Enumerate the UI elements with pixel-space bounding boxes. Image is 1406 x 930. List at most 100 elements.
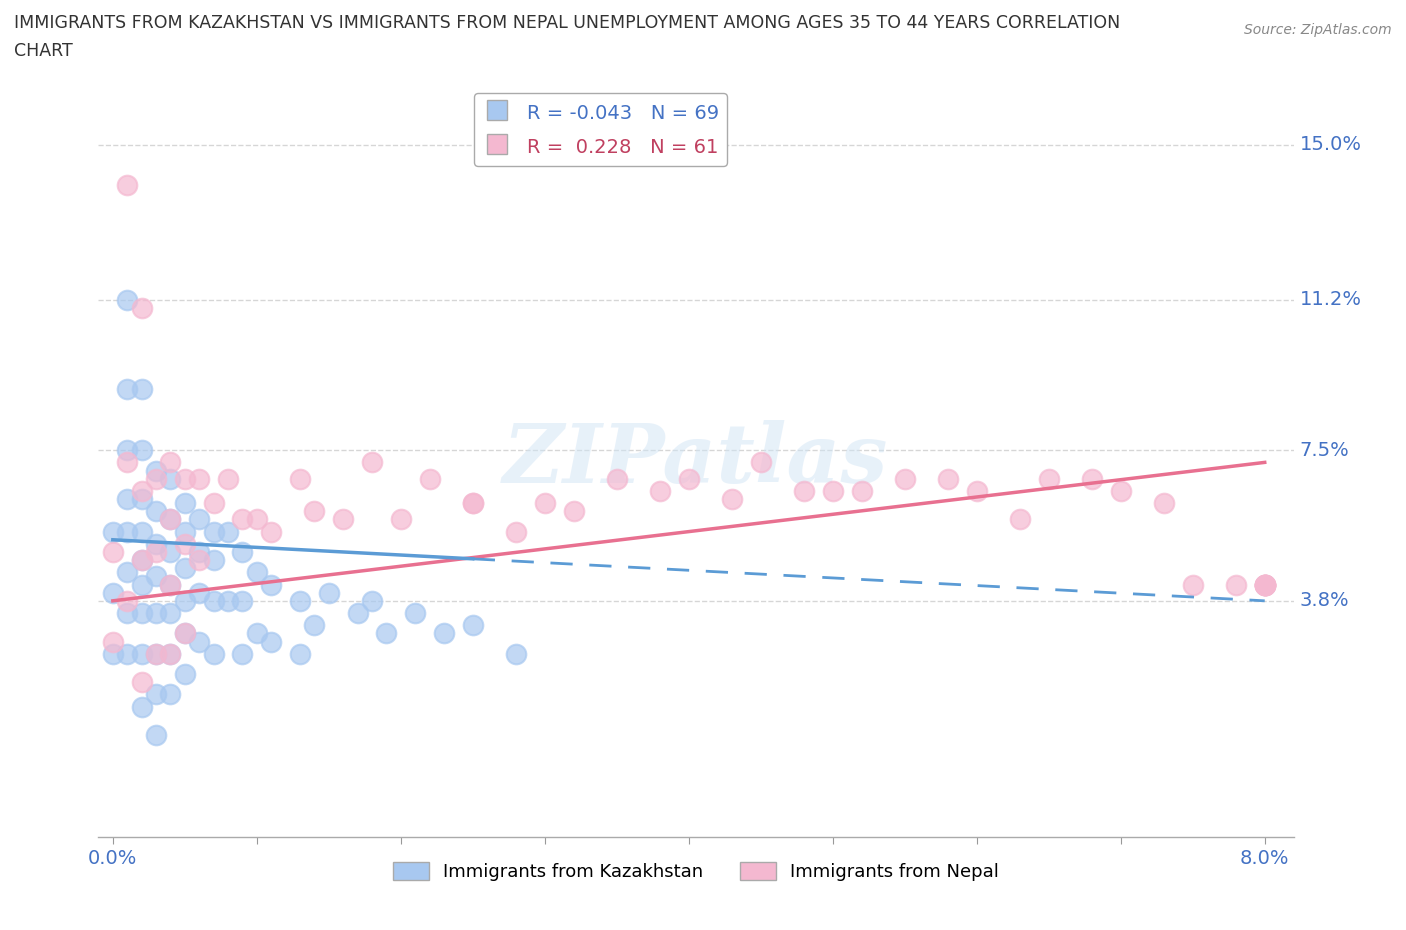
- Point: [159, 455, 181, 470]
- Text: ZIPatlas: ZIPatlas: [503, 420, 889, 500]
- Point: [115, 381, 138, 396]
- Point: [361, 593, 384, 608]
- Text: 11.2%: 11.2%: [1299, 290, 1361, 309]
- Point: [145, 687, 167, 702]
- Point: [145, 605, 167, 620]
- Point: [131, 646, 153, 661]
- Point: [115, 178, 138, 193]
- Point: [648, 484, 671, 498]
- Point: [202, 496, 225, 511]
- Point: [1254, 578, 1277, 592]
- Text: CHART: CHART: [14, 42, 73, 60]
- Point: [721, 492, 744, 507]
- Point: [188, 634, 211, 649]
- Point: [461, 496, 484, 511]
- Point: [202, 646, 225, 661]
- Text: Source: ZipAtlas.com: Source: ZipAtlas.com: [1244, 23, 1392, 37]
- Point: [131, 381, 153, 396]
- Point: [1008, 512, 1031, 526]
- Point: [145, 537, 167, 551]
- Point: [101, 646, 124, 661]
- Point: [115, 292, 138, 307]
- Point: [1254, 578, 1277, 592]
- Point: [131, 605, 153, 620]
- Point: [188, 512, 211, 526]
- Point: [115, 646, 138, 661]
- Point: [159, 578, 181, 592]
- Point: [246, 626, 269, 641]
- Point: [115, 455, 138, 470]
- Point: [678, 472, 700, 486]
- Point: [145, 646, 167, 661]
- Point: [1254, 578, 1277, 592]
- Point: [288, 646, 311, 661]
- Point: [505, 525, 527, 539]
- Point: [101, 545, 124, 560]
- Point: [361, 455, 384, 470]
- Point: [217, 472, 239, 486]
- Point: [433, 626, 456, 641]
- Point: [260, 634, 283, 649]
- Point: [231, 512, 253, 526]
- Point: [173, 626, 195, 641]
- Point: [145, 569, 167, 584]
- Point: [1225, 578, 1247, 592]
- Point: [202, 593, 225, 608]
- Point: [188, 585, 211, 600]
- Point: [202, 552, 225, 567]
- Point: [145, 472, 167, 486]
- Point: [1254, 578, 1277, 592]
- Point: [115, 605, 138, 620]
- Point: [131, 525, 153, 539]
- Point: [1081, 472, 1104, 486]
- Point: [131, 578, 153, 592]
- Point: [217, 593, 239, 608]
- Point: [115, 492, 138, 507]
- Point: [562, 504, 585, 519]
- Point: [202, 525, 225, 539]
- Point: [145, 463, 167, 478]
- Point: [304, 504, 326, 519]
- Point: [159, 687, 181, 702]
- Point: [936, 472, 959, 486]
- Point: [173, 667, 195, 682]
- Text: 7.5%: 7.5%: [1299, 441, 1350, 459]
- Point: [304, 618, 326, 632]
- Point: [115, 525, 138, 539]
- Point: [159, 512, 181, 526]
- Point: [1254, 578, 1277, 592]
- Point: [145, 504, 167, 519]
- Point: [260, 578, 283, 592]
- Point: [231, 646, 253, 661]
- Point: [231, 545, 253, 560]
- Point: [131, 675, 153, 690]
- Point: [419, 472, 441, 486]
- Point: [246, 565, 269, 579]
- Point: [188, 552, 211, 567]
- Point: [159, 646, 181, 661]
- Point: [461, 618, 484, 632]
- Point: [173, 472, 195, 486]
- Point: [159, 605, 181, 620]
- Legend: Immigrants from Kazakhstan, Immigrants from Nepal: Immigrants from Kazakhstan, Immigrants f…: [385, 855, 1007, 888]
- Point: [173, 537, 195, 551]
- Point: [749, 455, 772, 470]
- Point: [131, 492, 153, 507]
- Point: [145, 646, 167, 661]
- Point: [260, 525, 283, 539]
- Point: [131, 552, 153, 567]
- Point: [131, 300, 153, 315]
- Point: [404, 605, 426, 620]
- Point: [101, 585, 124, 600]
- Point: [231, 593, 253, 608]
- Point: [389, 512, 412, 526]
- Point: [1109, 484, 1132, 498]
- Point: [131, 552, 153, 567]
- Point: [145, 545, 167, 560]
- Point: [1153, 496, 1175, 511]
- Point: [1181, 578, 1204, 592]
- Point: [115, 443, 138, 458]
- Point: [145, 728, 167, 743]
- Point: [375, 626, 398, 641]
- Point: [131, 443, 153, 458]
